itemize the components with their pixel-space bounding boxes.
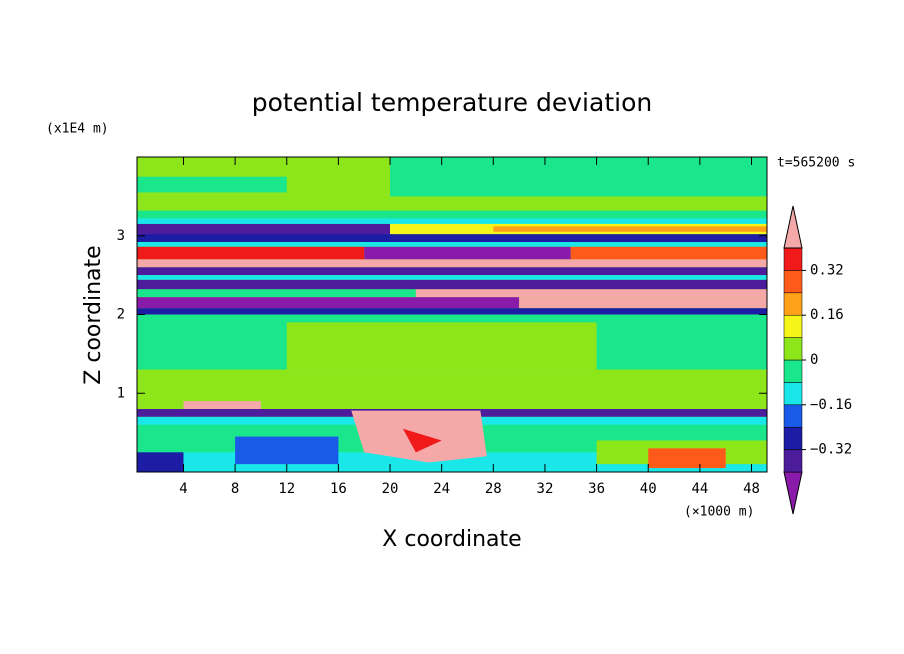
colorbar-extend	[783, 471, 803, 515]
colorbar-box	[783, 359, 803, 383]
contour-fill	[137, 289, 416, 298]
colorbar-box	[783, 314, 803, 338]
contour-fill	[390, 157, 767, 197]
axes: 4 8 12 16 20 24 28 32 36 40 44 481230.320.160−0.16−…	[117, 157, 852, 515]
contour-fill	[137, 279, 767, 290]
colorbar-box	[783, 426, 803, 450]
y-tick-label: 2	[117, 307, 125, 323]
colorbar-box	[783, 449, 803, 473]
colorbar-tick-label: −0.16	[810, 397, 852, 413]
colorbar-box	[783, 382, 803, 406]
contour-fill	[137, 234, 767, 243]
contour-fill	[137, 242, 767, 247]
contour-fill	[402, 428, 442, 453]
x-unit: (×1000 m)	[684, 505, 754, 520]
contour-fill	[137, 275, 767, 280]
x-tick-label: 44	[691, 481, 708, 497]
colorbar-box	[783, 404, 803, 428]
colorbar-box	[783, 247, 803, 271]
contour-fill	[183, 401, 261, 411]
colorbar-box	[783, 337, 803, 361]
colorbar-tick-label: −0.32	[810, 442, 852, 458]
contour-fill	[364, 246, 571, 260]
colorbar-extend	[783, 205, 803, 249]
colorbar-tick-label: 0.16	[810, 307, 844, 323]
colorbar-box	[783, 292, 803, 316]
contour-fill	[519, 297, 767, 309]
contour-fill	[648, 448, 726, 469]
x-tick-label: 36	[588, 481, 605, 497]
x-axis-label: X coordinate	[382, 527, 521, 552]
contour-fill	[570, 246, 767, 260]
x-tick-label: 40	[640, 481, 657, 497]
colorbar-tick-label: 0	[810, 352, 818, 368]
contour-fill	[137, 267, 767, 276]
y-tick-label: 1	[117, 385, 125, 401]
contour-fill	[137, 297, 520, 309]
contour-fill	[235, 436, 339, 465]
contour-fill	[415, 289, 767, 298]
contour-fill	[137, 259, 767, 268]
x-tick-label: 32	[537, 481, 554, 497]
x-tick-label: 48	[743, 481, 760, 497]
contour-fill	[137, 308, 767, 315]
contour-fill	[137, 246, 365, 260]
contour-fill	[137, 223, 391, 236]
y-tick-label: 3	[117, 228, 125, 244]
x-tick-label: 16	[330, 481, 347, 497]
y-unit: (x1E4 m)	[46, 122, 109, 137]
y-axis-label: Z coordinate	[81, 245, 106, 384]
x-tick-label: 20	[382, 481, 399, 497]
colorbar-box	[783, 270, 803, 294]
x-tick-label: 12	[278, 481, 295, 497]
annotation: t=565200 s	[777, 156, 855, 171]
chart-title: potential temperature deviation	[252, 88, 652, 117]
colorbar-tick-label: 0.32	[810, 262, 844, 278]
x-tick-label: 28	[485, 481, 502, 497]
contour-field	[137, 157, 767, 472]
x-tick-label: 4	[179, 481, 187, 497]
x-tick-label: 8	[231, 481, 239, 497]
plot-frame	[136, 156, 768, 473]
contour-fill	[493, 226, 767, 232]
x-tick-label: 24	[433, 481, 450, 497]
contour-fill	[286, 322, 597, 370]
contour-fill	[137, 176, 287, 193]
contour-fill	[137, 452, 184, 472]
contour-fill	[137, 210, 767, 220]
